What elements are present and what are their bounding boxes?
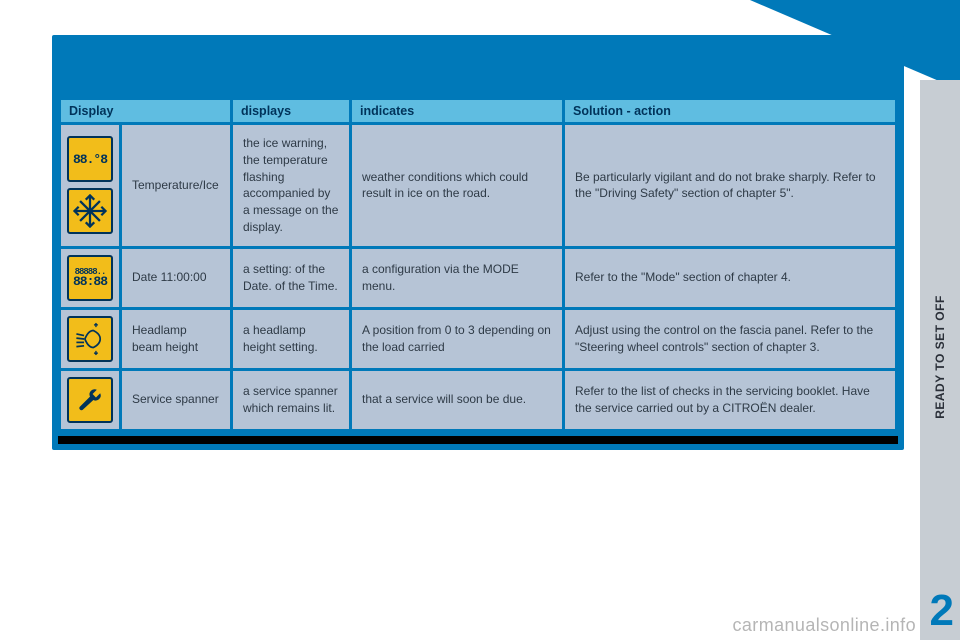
row-icon-cell (61, 310, 119, 368)
row-displays: a service spanner which remains lit. (233, 371, 349, 429)
row-indicates: a configuration via the MODE menu. (352, 249, 562, 307)
row-solution: Refer to the list of checks in the servi… (565, 371, 895, 429)
seg-text: 88:88 (73, 276, 107, 288)
row-name: Temperature/Ice (122, 125, 230, 246)
side-tab-label: READY TO SET OFF (933, 277, 947, 437)
date-digits-icon: 88888.. 88:88 (67, 255, 113, 301)
header-displays: displays (233, 100, 349, 122)
table-header-row: Display displays indicates Solution - ac… (61, 100, 895, 122)
temp-digits-icon: 88.°8 (67, 136, 113, 182)
chapter-number: 2 (930, 586, 954, 636)
snowflake-icon (67, 188, 113, 234)
indicators-table: Display displays indicates Solution - ac… (58, 97, 898, 432)
row-indicates: that a service will soon be due. (352, 371, 562, 429)
side-tab: READY TO SET OFF (920, 80, 960, 640)
header-solution: Solution - action (565, 100, 895, 122)
watermark-text: carmanualsonline.info (732, 615, 916, 636)
row-displays: a setting: of the Date. of the Time. (233, 249, 349, 307)
row-solution: Adjust using the control on the fascia p… (565, 310, 895, 368)
row-indicates: weather conditions which could result in… (352, 125, 562, 246)
row-solution: Be particularly vigilant and do not brak… (565, 125, 895, 246)
row-solution: Refer to the "Mode" section of chapter 4… (565, 249, 895, 307)
table-card: Display displays indicates Solution - ac… (52, 35, 904, 450)
table-row: 88.°8 Temperature/Ice the ice wa (61, 125, 895, 246)
row-icon-cell: 88.°8 (61, 125, 119, 246)
seg-text: 88.°8 (73, 154, 107, 166)
bottom-strip (58, 436, 898, 444)
service-spanner-icon (67, 377, 113, 423)
row-indicates: A position from 0 to 3 depending on the … (352, 310, 562, 368)
table-row: Headlamp beam height a headlamp height s… (61, 310, 895, 368)
row-displays: the ice warning, the temperature flashin… (233, 125, 349, 246)
headlamp-beam-icon (67, 316, 113, 362)
row-name: Service spanner (122, 371, 230, 429)
table-row: 88888.. 88:88 Date 11:00:00 a setting: o… (61, 249, 895, 307)
row-icon-cell (61, 371, 119, 429)
row-displays: a headlamp height setting. (233, 310, 349, 368)
row-icon-cell: 88888.. 88:88 (61, 249, 119, 307)
table-row: Service spanner a service spanner which … (61, 371, 895, 429)
page: READY TO SET OFF 2 Display displays indi… (0, 0, 960, 640)
header-display: Display (61, 100, 230, 122)
row-name: Headlamp beam height (122, 310, 230, 368)
row-name: Date 11:00:00 (122, 249, 230, 307)
header-indicates: indicates (352, 100, 562, 122)
